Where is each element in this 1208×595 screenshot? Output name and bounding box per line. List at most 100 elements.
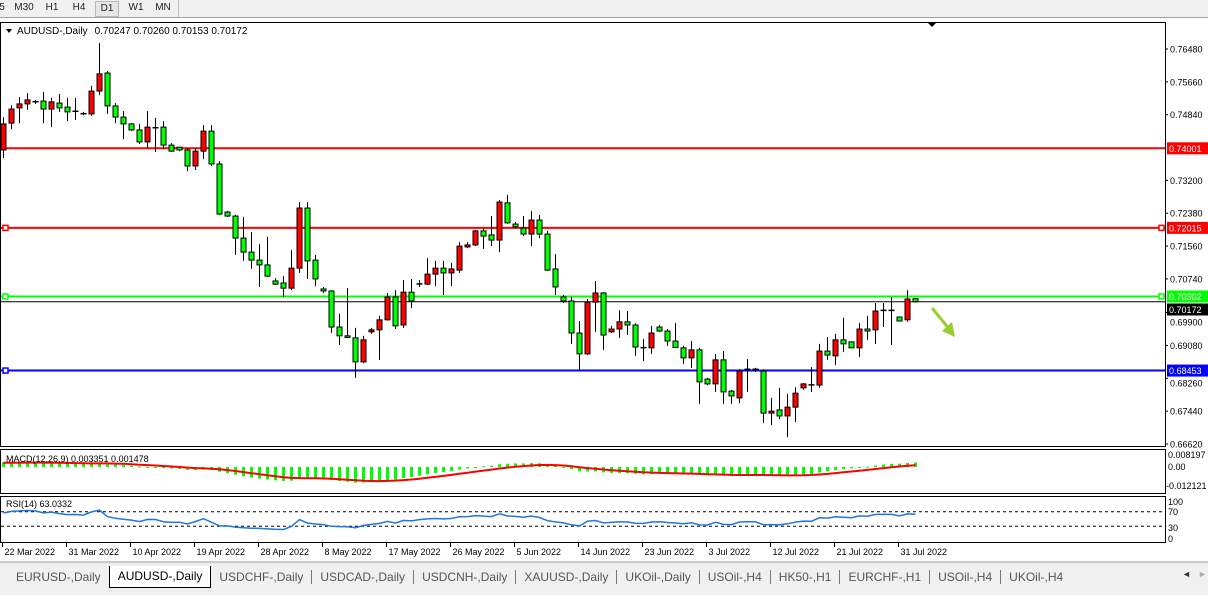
candle-body: [896, 316, 903, 322]
main-panel-frame: [0, 22, 1166, 447]
macd-histogram-bar: [730, 467, 733, 476]
macd-histogram-bar: [306, 467, 309, 479]
candle: [800, 383, 807, 390]
candle: [712, 353, 719, 392]
candle-body: [232, 215, 239, 239]
timeframe-d1-button[interactable]: D1: [95, 1, 119, 17]
timeframe-w1-button[interactable]: W1: [128, 2, 144, 13]
candle: [232, 214, 239, 255]
timeframe-mn-button[interactable]: MN: [155, 2, 171, 13]
macd-histogram-bar: [706, 467, 709, 476]
chart-tab[interactable]: USOil-,H4: [707, 569, 762, 584]
candle: [720, 351, 727, 404]
candle: [24, 93, 31, 110]
candle-body: [464, 244, 471, 248]
candle: [416, 280, 423, 287]
y-tick-label: 0.75660: [1170, 77, 1203, 87]
candle: [832, 333, 839, 366]
candle-body: [568, 300, 575, 334]
candle-body: [176, 146, 183, 151]
macd-histogram-bar: [506, 463, 509, 467]
level-handle[interactable]: [1158, 293, 1165, 300]
candle-body: [224, 211, 231, 217]
trend-arrow-shaft[interactable]: [930, 307, 952, 331]
candle: [912, 298, 919, 303]
candle: [376, 315, 383, 360]
macd-histogram-bar: [170, 467, 173, 469]
chart-symbol: AUDUSD-,Daily: [17, 26, 88, 37]
candle-body: [736, 370, 743, 399]
macd-histogram-bar: [434, 467, 437, 473]
candle: [8, 105, 15, 130]
candle-body: [600, 292, 607, 336]
candle: [680, 345, 687, 364]
candle: [696, 347, 703, 404]
chart-tab[interactable]: USDCNH-,Daily: [422, 569, 508, 584]
chart-tab[interactable]: AUDUSD-,Daily: [108, 566, 212, 588]
candle-body: [120, 116, 127, 125]
level-handle[interactable]: [2, 224, 9, 232]
candle: [216, 161, 223, 215]
chart-tab[interactable]: UKOil-,Daily: [625, 569, 691, 584]
timeframe-m5-button[interactable]: 5: [0, 2, 5, 13]
chart-tab[interactable]: UKOil-,H4: [1009, 569, 1064, 584]
macd-histogram-bar: [18, 462, 21, 467]
macd-histogram-bar: [290, 467, 293, 481]
chart-tab[interactable]: USDCAD-,Daily: [320, 569, 406, 584]
level-handle[interactable]: [1158, 224, 1165, 232]
timeframe-h1-button[interactable]: H1: [45, 2, 59, 13]
macd-histogram-bar: [826, 467, 829, 472]
y-tick-label: 0.71560: [1170, 242, 1203, 252]
candle: [464, 242, 471, 249]
level-handle[interactable]: [2, 293, 9, 300]
tab-scroll-right-icon[interactable]: ►: [1198, 569, 1207, 579]
candle-body: [240, 237, 247, 253]
candle: [776, 387, 783, 420]
candle-body: [256, 259, 263, 266]
chart-tab[interactable]: USOil-,H4: [938, 569, 993, 584]
tab-scroll-left-icon[interactable]: ◄: [1182, 569, 1191, 579]
macd-histogram-bar: [426, 467, 429, 475]
current-price-label: 0.70172: [1169, 305, 1202, 315]
chart-shift-marker-icon[interactable]: [927, 22, 937, 27]
timeframe-m30-button[interactable]: M30: [14, 2, 34, 13]
chart-tab[interactable]: USDCHF-,Daily: [219, 569, 304, 584]
candle-body: [288, 267, 295, 289]
candle: [896, 316, 903, 322]
tab-separator: [1000, 570, 1002, 584]
collapse-triangle-icon[interactable]: [6, 29, 12, 33]
level-price-label-box: [1167, 221, 1208, 234]
candle-body: [592, 292, 599, 303]
candle-body: [672, 340, 679, 348]
candle-body: [704, 378, 711, 385]
level-price-label-box: [1167, 290, 1208, 303]
candle: [880, 302, 887, 328]
candle: [656, 325, 663, 332]
candle: [368, 327, 375, 334]
macd-histogram-bar: [818, 467, 821, 473]
macd-histogram-bar: [82, 464, 85, 467]
candle: [536, 214, 543, 239]
timeframe-h4-button[interactable]: H4: [72, 2, 86, 13]
rsi-axis-0: 0: [1168, 534, 1173, 544]
candle-body: [8, 108, 15, 124]
chart-tab[interactable]: EURUSD-,Daily: [16, 569, 101, 584]
y-tick-label: 0.69080: [1170, 341, 1203, 351]
rsi-line: [3, 509, 916, 531]
candle: [792, 387, 799, 422]
tab-row: EURUSD-,Daily AUDUSD-,Daily USDCHF-,Daily U…: [8, 566, 1071, 588]
candle: [600, 292, 607, 350]
rsi-panel-frame: [0, 496, 1166, 543]
candle: [664, 329, 671, 346]
chart-tab[interactable]: XAUUSD-,Daily: [524, 569, 609, 584]
level-handle[interactable]: [2, 367, 9, 374]
trend-arrow-head-icon[interactable]: [942, 322, 955, 337]
x-tick-label: 26 May 2022: [453, 547, 505, 557]
candle: [16, 97, 23, 124]
chart-tabs-bar: EURUSD-,Daily AUDUSD-,Daily USDCHF-,Daily U…: [0, 561, 1208, 595]
macd-histogram-bar: [458, 467, 461, 470]
chart-tab[interactable]: EURCHF-,H1: [848, 569, 922, 584]
chart-tab[interactable]: HK50-,H1: [778, 569, 832, 584]
price-chart[interactable]: 0.76480 0.75660 0.74840 0.73200 0.72380 0.715…: [0, 18, 1208, 561]
macd-histogram-bar: [258, 467, 261, 479]
